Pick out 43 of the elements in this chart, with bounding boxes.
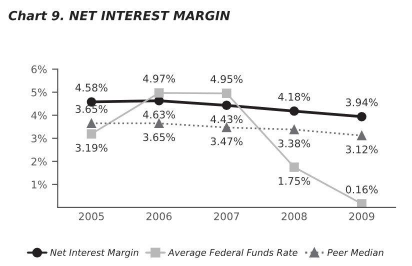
point bbox=[222, 88, 232, 98]
point bbox=[357, 130, 366, 140]
point bbox=[289, 106, 299, 116]
legend-label: Peer Median bbox=[327, 248, 384, 256]
point bbox=[289, 124, 299, 134]
data-label: 3.19% bbox=[76, 144, 108, 152]
data-label: 4.58% bbox=[75, 84, 108, 92]
data-label: 4.63% bbox=[142, 110, 176, 119]
data-label: 3.65% bbox=[143, 133, 176, 142]
data-label: 0.16% bbox=[346, 186, 378, 194]
x-tick-label: 2006 bbox=[146, 212, 172, 220]
x-tick-label: 2008 bbox=[282, 212, 307, 220]
data-label: 3.38% bbox=[278, 139, 310, 148]
point bbox=[357, 112, 366, 122]
data-label: 4.18% bbox=[278, 92, 310, 101]
point bbox=[86, 118, 96, 128]
data-label: 1.75% bbox=[278, 177, 310, 185]
data-label: 3.47% bbox=[210, 137, 243, 146]
point bbox=[154, 88, 164, 98]
point bbox=[86, 129, 96, 139]
chart-title: Chart 9. NET INTEREST MARGIN bbox=[8, 10, 230, 20]
y-tick-label: 2% bbox=[32, 158, 47, 166]
y-tick-label: 4% bbox=[31, 111, 47, 120]
x-tick-label: 2005 bbox=[78, 212, 104, 220]
data-label: 4.43% bbox=[210, 115, 243, 124]
data-label: 3.12% bbox=[346, 145, 378, 154]
y-tick-label: 1% bbox=[32, 180, 47, 189]
data-label: 4.97% bbox=[142, 74, 176, 83]
x-tick-label: 2009 bbox=[349, 212, 374, 220]
point bbox=[222, 100, 232, 110]
y-tick-label: 6% bbox=[31, 65, 47, 74]
legend-label: Average Federal Funds Rate bbox=[168, 248, 298, 258]
data-label: 3.94% bbox=[346, 98, 378, 106]
point bbox=[357, 199, 366, 208]
point bbox=[289, 162, 299, 172]
y-tick-label: 3% bbox=[32, 134, 47, 142]
y-tick-label: 5% bbox=[32, 88, 47, 96]
data-label: 4.95% bbox=[210, 75, 243, 84]
x-tick-label: 2007 bbox=[214, 212, 239, 220]
legend-label: Net Interest Margin bbox=[50, 248, 138, 258]
data-label: 3.65% bbox=[76, 105, 108, 113]
point bbox=[222, 122, 232, 132]
point bbox=[154, 118, 164, 128]
